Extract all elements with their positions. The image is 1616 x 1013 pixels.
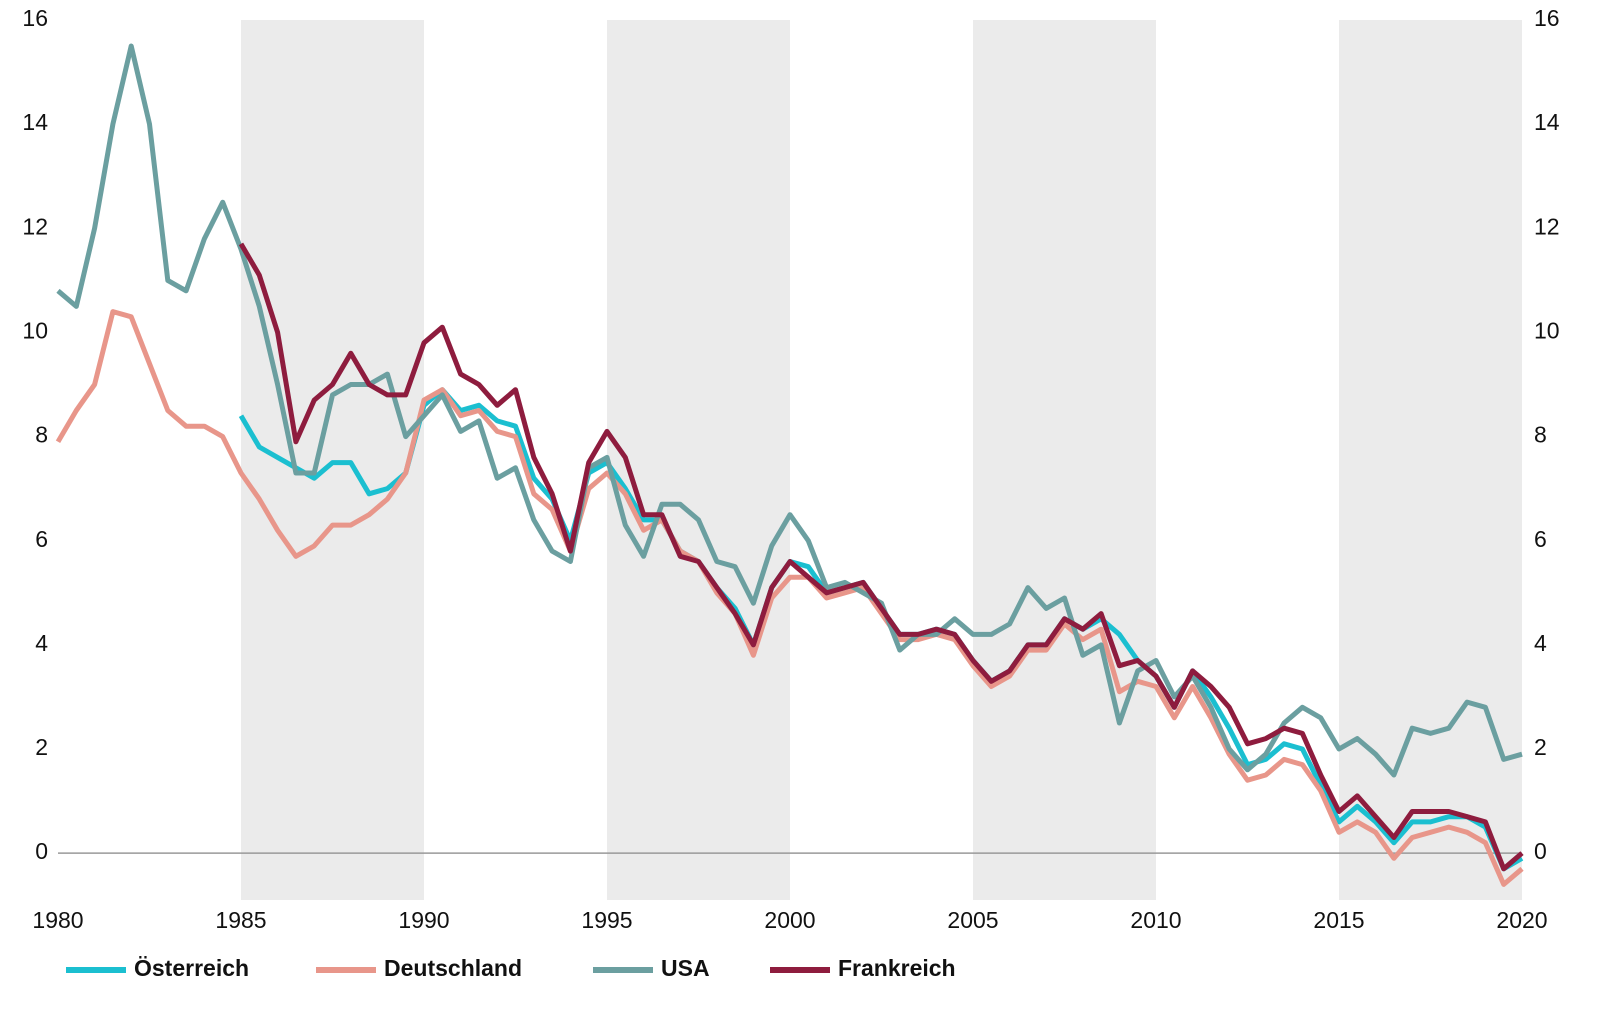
y2-tick-label: 0 (1534, 838, 1547, 864)
shaded-range (1339, 20, 1522, 900)
y-tick-label: 10 (22, 318, 48, 344)
y-tick-label: 4 (35, 630, 48, 656)
y2-tick-label: 14 (1534, 109, 1560, 135)
x-tick-label: 2005 (947, 907, 998, 933)
legend-label: Deutschland (384, 955, 522, 981)
x-tick-label: 1980 (32, 907, 83, 933)
x-tick-label: 2015 (1313, 907, 1364, 933)
y2-tick-label: 12 (1534, 213, 1560, 239)
y2-tick-label: 6 (1534, 526, 1547, 552)
x-tick-label: 2000 (764, 907, 815, 933)
legend-label: Österreich (134, 955, 249, 981)
legend-label: USA (661, 955, 710, 981)
y2-tick-label: 2 (1534, 734, 1547, 760)
y-tick-label: 16 (22, 5, 48, 31)
y2-tick-label: 8 (1534, 422, 1547, 448)
y-tick-label: 12 (22, 213, 48, 239)
y2-tick-label: 10 (1534, 318, 1560, 344)
shaded-range (241, 20, 424, 900)
y-tick-label: 6 (35, 526, 48, 552)
series-line (238, 242, 1524, 872)
y-tick-label: 2 (35, 734, 48, 760)
y2-tick-label: 4 (1534, 630, 1547, 656)
y-tick-label: 14 (22, 109, 48, 135)
y2-tick-label: 16 (1534, 5, 1560, 31)
shaded-range (607, 20, 790, 900)
x-tick-label: 1985 (215, 907, 266, 933)
x-tick-label: 2010 (1130, 907, 1181, 933)
shaded-range (973, 20, 1156, 900)
x-tick-label: 1995 (581, 907, 632, 933)
y-tick-label: 0 (35, 838, 48, 864)
series-line (55, 309, 1524, 887)
x-tick-label: 1990 (398, 907, 449, 933)
y-tick-label: 8 (35, 422, 48, 448)
x-tick-label: 2020 (1496, 907, 1547, 933)
legend-label: Frankreich (838, 955, 956, 981)
